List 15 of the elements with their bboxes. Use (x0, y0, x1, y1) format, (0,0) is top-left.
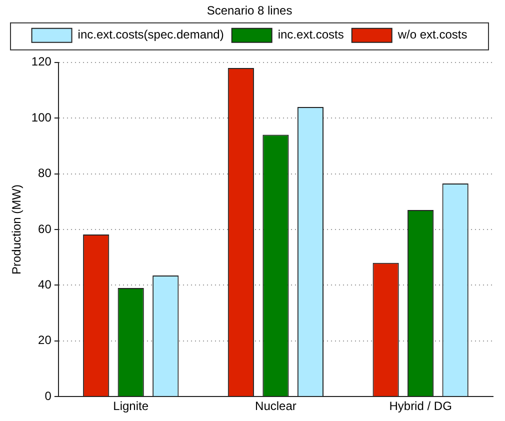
chart-title: Scenario 8 lines (206, 4, 292, 18)
y-tick-label: 20 (38, 333, 52, 348)
x-tick-label: Lignite (113, 399, 149, 414)
y-tick-label: 0 (44, 388, 52, 403)
y-tick-label: 100 (31, 110, 52, 124)
y-tick-label: 60 (38, 222, 52, 236)
x-tick-label: Hybrid / DG (389, 399, 452, 414)
y-tick-label: 120 (31, 54, 52, 69)
y-tick-label: 80 (38, 166, 52, 180)
y-tick-label: 40 (38, 278, 52, 292)
legend-label: inc.ext.costs(spec.demand) (78, 28, 224, 42)
y-axis-title: Production (MW) (10, 184, 24, 275)
legend-label: inc.ext.costs (278, 28, 344, 42)
x-tick-label: Nuclear (255, 399, 296, 414)
legend-label: w/o ext.costs (396, 28, 468, 42)
